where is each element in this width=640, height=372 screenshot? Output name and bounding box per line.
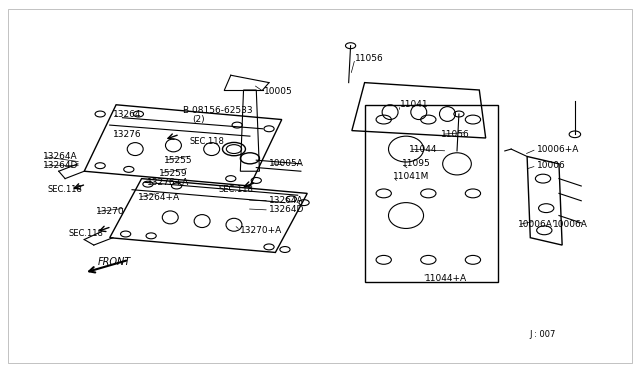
Text: 15259: 15259 (159, 169, 188, 177)
Text: 13264: 13264 (113, 109, 141, 119)
Text: 11056: 11056 (441, 130, 470, 139)
Text: 13264D: 13264D (269, 205, 305, 215)
Text: 10006: 10006 (537, 161, 565, 170)
Text: 11041M: 11041M (394, 172, 429, 181)
Text: 10005: 10005 (264, 87, 292, 96)
Text: 13264+A: 13264+A (138, 193, 180, 202)
Text: 10005A: 10005A (269, 159, 304, 169)
Text: 13270: 13270 (96, 207, 124, 217)
Text: 13264A: 13264A (269, 196, 303, 205)
Text: 13270+A: 13270+A (241, 226, 283, 235)
Text: 13264D: 13264D (43, 161, 78, 170)
Text: J : 007: J : 007 (529, 330, 556, 339)
Text: SEC.118: SEC.118 (189, 137, 224, 146)
Text: 13276+A: 13276+A (147, 178, 189, 187)
Text: 15255: 15255 (164, 155, 193, 165)
Text: 11044: 11044 (409, 145, 438, 154)
Text: SEC.118: SEC.118 (47, 185, 82, 194)
Text: 13276: 13276 (113, 130, 141, 139)
Text: 11056: 11056 (355, 54, 384, 63)
Text: B 08156-62533: B 08156-62533 (183, 106, 253, 115)
Text: 10006+A: 10006+A (537, 145, 579, 154)
Text: 13264A: 13264A (43, 152, 77, 161)
Text: SEC.118: SEC.118 (68, 230, 103, 238)
Text: 11095: 11095 (401, 159, 430, 169)
Text: (2): (2) (193, 115, 205, 124)
Text: 11041: 11041 (399, 100, 428, 109)
Text: 10006A: 10006A (518, 220, 552, 229)
Text: SEC.118: SEC.118 (218, 185, 253, 194)
Text: 10006A: 10006A (552, 220, 588, 229)
Text: 11044+A: 11044+A (425, 274, 467, 283)
Text: FRONT: FRONT (98, 257, 131, 267)
